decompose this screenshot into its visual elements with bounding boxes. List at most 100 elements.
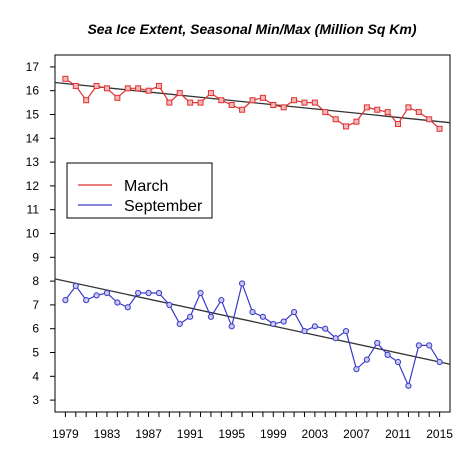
data-point-september	[311, 323, 318, 330]
data-point-september	[374, 339, 381, 347]
plot-frame	[54, 54, 451, 413]
data-point-march	[197, 99, 204, 106]
data-point-march	[343, 123, 350, 130]
data-point-march	[301, 99, 308, 106]
data-point-september	[415, 342, 422, 349]
y-tick-label: 14	[26, 131, 40, 145]
data-point-march	[353, 118, 360, 125]
data-point-september	[93, 292, 100, 299]
y-tick-label: 3	[32, 393, 39, 407]
data-point-march	[259, 94, 266, 101]
data-point-september	[436, 358, 443, 366]
x-tick-label: 1991	[177, 427, 204, 441]
y-tick-label: 5	[32, 346, 39, 360]
series-line-march	[65, 78, 441, 130]
data-point-march	[93, 82, 100, 89]
data-point-march	[228, 101, 235, 108]
data-point-september	[176, 320, 183, 328]
data-point-september	[124, 304, 131, 311]
data-point-september	[384, 351, 391, 358]
data-point-september	[280, 318, 287, 325]
data-point-march	[187, 99, 194, 106]
x-tick-label: 1983	[94, 427, 121, 441]
data-point-september	[207, 313, 215, 320]
data-point-september	[270, 320, 277, 328]
data-point-september	[249, 308, 256, 316]
data-point-september	[166, 301, 173, 308]
data-point-september	[72, 282, 79, 289]
data-point-march	[239, 106, 246, 113]
data-point-march	[155, 82, 162, 89]
data-point-march	[405, 104, 412, 111]
data-point-september	[187, 313, 194, 320]
data-point-september	[197, 289, 204, 297]
data-point-september	[259, 313, 266, 320]
data-point-september	[103, 289, 111, 297]
chart-title: Sea Ice Extent, Seasonal Min/Max (Millio…	[87, 21, 416, 37]
x-tick-label: 1979	[52, 427, 79, 441]
axis-ticks: 3 4 5 6 7 8 9 10 11 12 13 14 15 16 17 1979 1983 1987 1991 1…	[26, 60, 454, 441]
x-tick-label: 1999	[260, 427, 287, 441]
data-point-march	[384, 109, 391, 116]
x-tick-label: 2015	[426, 427, 453, 441]
data-point-september	[135, 289, 142, 297]
data-point-march	[62, 75, 69, 82]
data-point-march	[135, 85, 142, 92]
data-point-september	[114, 299, 121, 306]
data-point-march	[114, 94, 121, 101]
data-point-september	[83, 297, 90, 304]
y-tick-label: 6	[32, 322, 39, 336]
data-point-september	[332, 335, 339, 342]
x-tick-label: 1995	[218, 427, 245, 441]
data-point-september	[394, 358, 402, 366]
x-tick-label: 2007	[343, 427, 370, 441]
data-point-march	[166, 99, 173, 106]
y-tick-label: 17	[26, 60, 40, 74]
y-tick-label: 15	[26, 108, 40, 122]
data-point-september	[322, 325, 329, 332]
y-tick-label: 9	[32, 250, 39, 264]
data-point-march	[124, 85, 131, 92]
legend-label-september: September	[124, 198, 203, 215]
data-point-march	[280, 104, 287, 111]
data-point-march	[311, 99, 318, 106]
data-point-september	[218, 297, 225, 304]
data-point-september	[145, 289, 152, 297]
y-tick-label: 8	[32, 274, 39, 288]
data-point-september	[290, 308, 298, 316]
data-point-march	[207, 90, 214, 97]
series-line-september	[64, 281, 441, 388]
x-tick-label: 1987	[135, 427, 162, 441]
series-layer	[62, 75, 443, 389]
y-tick-label: 13	[26, 155, 40, 169]
data-point-september	[426, 342, 433, 349]
x-tick-label: 2011	[385, 427, 411, 441]
legend: March September	[66, 162, 213, 219]
data-point-september	[239, 280, 246, 287]
y-tick-label: 10	[26, 227, 40, 241]
data-point-september	[363, 356, 370, 363]
data-point-march	[176, 90, 183, 97]
data-point-march	[395, 121, 402, 128]
y-tick-label: 7	[32, 298, 39, 312]
data-point-march	[363, 104, 370, 111]
data-point-march	[332, 116, 339, 123]
x-tick-label: 2003	[302, 427, 329, 441]
data-point-march	[145, 87, 152, 94]
data-point-march	[218, 97, 225, 104]
data-point-september	[342, 327, 350, 335]
data-point-march	[374, 106, 381, 113]
trend-line-september	[54, 278, 451, 365]
data-point-september	[62, 297, 69, 304]
data-point-march	[436, 125, 443, 132]
data-point-march	[291, 97, 298, 104]
data-point-march	[322, 109, 329, 116]
data-point-march	[270, 101, 277, 108]
data-point-march	[426, 116, 433, 123]
data-point-march	[249, 97, 256, 104]
data-point-september	[301, 327, 308, 335]
data-point-march	[72, 82, 79, 89]
legend-label-march: March	[124, 178, 168, 195]
y-tick-label: 4	[32, 369, 39, 383]
